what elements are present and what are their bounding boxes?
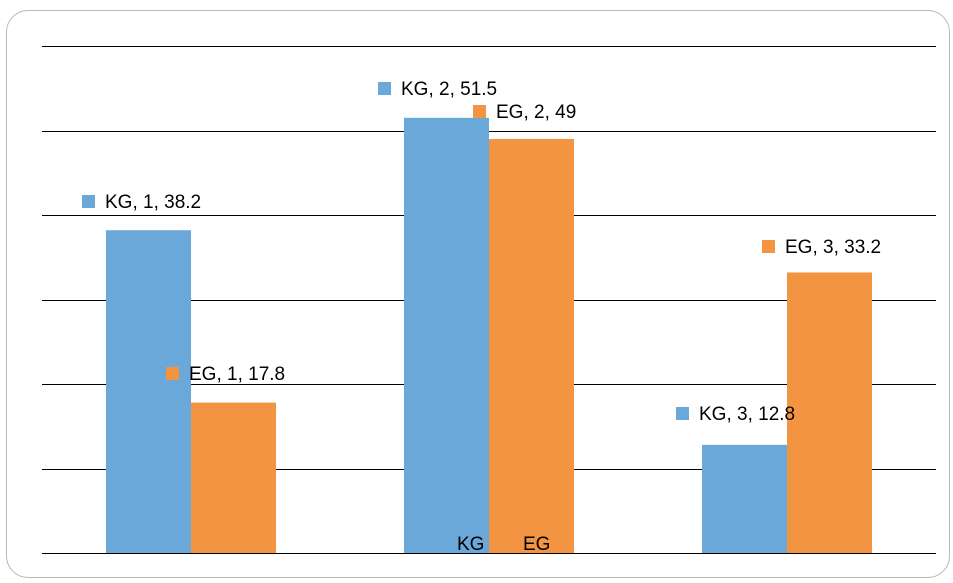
legend-key-icon (166, 367, 179, 380)
data-label-eg-3: EG, 3, 33.2 (762, 237, 881, 258)
data-label-text: EG, 1, 17.8 (189, 364, 285, 385)
axis-series-label-eg: EG (523, 534, 550, 555)
legend-key-icon (762, 240, 775, 253)
bar-eg-2 (489, 138, 574, 553)
axis-series-label-kg: KG (457, 534, 484, 555)
bar-eg-3 (787, 272, 872, 553)
data-label-kg-3: KG, 3, 12.8 (676, 404, 795, 425)
bar-kg-3 (702, 444, 787, 553)
bar-kg-1 (106, 230, 191, 553)
legend-key-icon (676, 407, 689, 420)
data-label-text: EG, 2, 49 (496, 102, 576, 123)
legend-key-icon (473, 105, 486, 118)
data-label-eg-1: EG, 1, 17.8 (166, 364, 285, 385)
category-labels: KG EG (457, 534, 550, 555)
data-label-kg-2: KG, 2, 51.5 (378, 79, 497, 100)
data-label-eg-2: EG, 2, 49 (473, 102, 576, 123)
data-label-text: KG, 3, 12.8 (699, 404, 795, 425)
data-label-text: KG, 1, 38.2 (105, 192, 201, 213)
data-label-kg-1: KG, 1, 38.2 (82, 192, 201, 213)
bars (106, 117, 872, 553)
legend-key-icon (378, 82, 391, 95)
data-label-text: EG, 3, 33.2 (785, 237, 881, 258)
data-labels: KG, 1, 38.2 KG, 2, 51.5 KG, 3, 12.8 EG, 1, … (82, 79, 881, 425)
bar-eg-1 (191, 402, 276, 553)
legend-key-icon (82, 195, 95, 208)
bar-kg-2 (404, 117, 489, 553)
data-label-text: KG, 2, 51.5 (401, 79, 497, 100)
